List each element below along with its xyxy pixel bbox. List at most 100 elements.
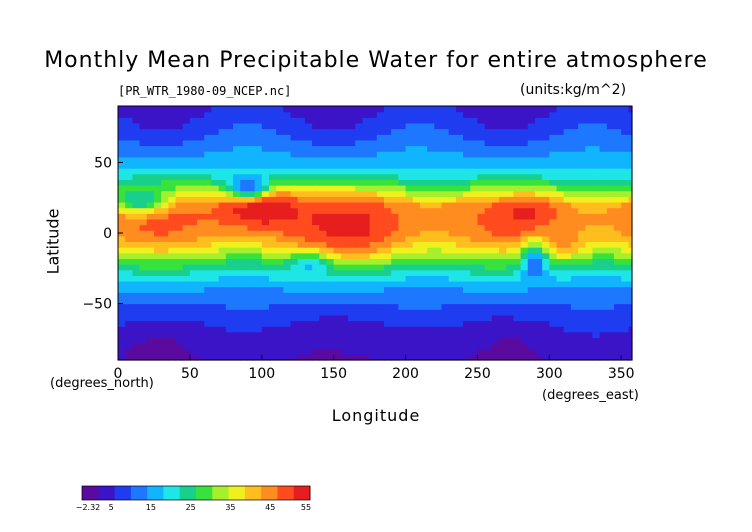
heatmap-cell: [491, 190, 500, 197]
heatmap-cell: [563, 173, 572, 180]
heatmap-cell: [283, 247, 292, 254]
heatmap-cell: [132, 292, 141, 299]
heatmap-cell: [391, 235, 399, 243]
heatmap-cell: [448, 309, 457, 316]
heatmap-cell: [506, 309, 514, 316]
heatmap-cell: [556, 258, 565, 265]
heatmap-cell: [168, 303, 177, 310]
heatmap-cell: [527, 326, 536, 333]
heatmap-cell: [398, 224, 407, 231]
colorbar-swatch: [212, 486, 230, 500]
heatmap-cell: [240, 275, 248, 282]
heatmap-cell: [139, 354, 148, 361]
heatmap-cell: [369, 303, 378, 310]
heatmap-cell: [534, 252, 543, 259]
heatmap-cell: [578, 134, 586, 141]
heatmap-cell: [520, 314, 529, 322]
heatmap-cell: [268, 213, 277, 220]
heatmap-cell: [211, 309, 220, 316]
heatmap-cell: [326, 179, 335, 186]
heatmap-cell: [304, 230, 313, 237]
heatmap-cell: [606, 235, 615, 243]
heatmap-cell: [412, 286, 421, 293]
heatmap-cell: [527, 309, 536, 316]
heatmap-cell: [261, 258, 270, 265]
heatmap-cell: [405, 224, 414, 231]
heatmap-cell: [247, 275, 256, 282]
heatmap-cell: [276, 196, 284, 203]
heatmap-cell: [534, 275, 543, 282]
heatmap-cell: [182, 201, 191, 209]
heatmap-cell: [182, 218, 191, 226]
heatmap-cell: [297, 286, 306, 293]
heatmap-cell: [197, 275, 205, 282]
heatmap-cell: [412, 190, 421, 197]
heatmap-cell: [218, 303, 227, 310]
heatmap-cell: [225, 337, 234, 344]
heatmap-cell: [319, 275, 328, 282]
heatmap-cell: [319, 196, 328, 203]
heatmap-cell: [153, 196, 162, 203]
heatmap-cell: [419, 218, 428, 226]
heatmap-cell: [563, 326, 572, 333]
heatmap-cell: [391, 185, 399, 192]
heatmap-cell: [534, 196, 543, 203]
heatmap-cell: [455, 326, 464, 333]
heatmap-cell: [319, 309, 328, 316]
heatmap-cell: [570, 269, 579, 276]
heatmap-cell: [470, 286, 479, 293]
heatmap-cell: [348, 111, 356, 118]
heatmap-cell: [146, 213, 155, 220]
heatmap-cell: [455, 269, 464, 276]
heatmap-cell: [240, 326, 248, 333]
heatmap-cell: [146, 111, 155, 118]
heatmap-cell: [168, 190, 177, 197]
heatmap-cell: [585, 168, 594, 175]
heatmap-cell: [125, 201, 133, 209]
heatmap-cell: [376, 190, 385, 197]
heatmap-cell: [391, 128, 399, 135]
heatmap-cell: [383, 230, 392, 237]
heatmap-cell: [348, 207, 356, 214]
heatmap-cell: [139, 337, 148, 344]
heatmap-cell: [348, 348, 356, 355]
heatmap-cell: [628, 168, 633, 175]
heatmap-cell: [549, 213, 558, 220]
heatmap-cell: [225, 201, 234, 209]
heatmap-cell: [376, 145, 385, 152]
heatmap-cell: [614, 292, 622, 299]
heatmap-cell: [376, 326, 385, 333]
heatmap-cell: [369, 139, 378, 147]
heatmap-cell: [441, 190, 450, 197]
heatmap-cell: [204, 224, 213, 231]
heatmap-cell: [139, 269, 148, 276]
heatmap-cell: [427, 348, 435, 355]
heatmap-cell: [319, 264, 328, 271]
heatmap-cell: [340, 247, 349, 254]
heatmap-cell: [621, 264, 630, 271]
heatmap-cell: [628, 185, 633, 192]
heatmap-cell: [304, 162, 313, 169]
heatmap-cell: [542, 224, 550, 231]
heatmap-cell: [233, 117, 241, 124]
heatmap-cell: [326, 320, 335, 327]
heatmap-cell: [578, 151, 586, 158]
heatmap-cell: [434, 156, 443, 164]
heatmap-cell: [441, 303, 450, 310]
heatmap-cell: [376, 218, 385, 226]
heatmap-cell: [132, 314, 141, 322]
heatmap-cell: [326, 252, 335, 259]
heatmap-cell: [599, 117, 608, 124]
heatmap-cell: [427, 241, 435, 248]
heatmap-cell: [621, 218, 630, 226]
heatmap-cell: [585, 106, 594, 113]
heatmap-cell: [204, 314, 213, 322]
heatmap-cell: [383, 111, 392, 118]
heatmap-cell: [527, 348, 536, 355]
heatmap-cell: [463, 230, 471, 237]
heatmap-cell: [290, 247, 299, 254]
heatmap-cell: [276, 326, 284, 333]
heatmap-cell: [283, 354, 292, 361]
heatmap-cell: [283, 156, 292, 164]
heatmap-cell: [506, 230, 514, 237]
